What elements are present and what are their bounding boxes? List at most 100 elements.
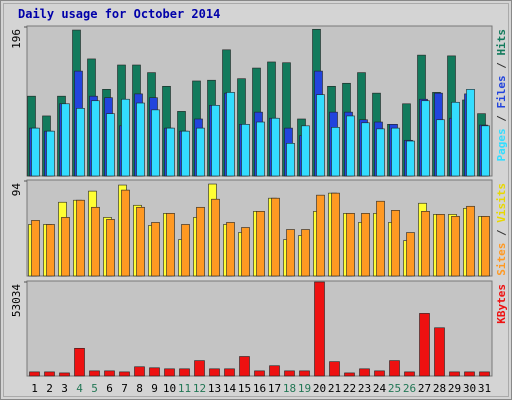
bar bbox=[226, 92, 235, 177]
bar bbox=[226, 222, 235, 277]
bar bbox=[76, 108, 85, 177]
bar bbox=[284, 370, 295, 377]
bar bbox=[76, 199, 85, 277]
bar bbox=[181, 224, 190, 277]
legend-separator: / bbox=[495, 109, 508, 129]
legend-entry: Hits bbox=[495, 29, 508, 56]
bar bbox=[406, 232, 415, 277]
x-tick-label: 19 bbox=[298, 382, 311, 395]
x-tick-label: 3 bbox=[61, 382, 68, 395]
legend-entry: Files bbox=[495, 75, 508, 108]
y-tick-label: 94 bbox=[10, 183, 23, 197]
legend-entry: Pages bbox=[495, 128, 508, 161]
bar bbox=[179, 368, 190, 377]
bar bbox=[286, 143, 295, 177]
x-tick-label: 17 bbox=[268, 382, 281, 395]
bar bbox=[329, 361, 340, 377]
bar bbox=[271, 197, 280, 277]
x-tick-label: 4 bbox=[76, 382, 83, 395]
bar bbox=[376, 200, 385, 277]
bar bbox=[239, 356, 250, 377]
bar bbox=[209, 368, 220, 377]
bar bbox=[344, 372, 355, 377]
bar bbox=[194, 360, 205, 377]
bar bbox=[481, 216, 490, 277]
bar bbox=[271, 117, 280, 177]
x-tick-label: 21 bbox=[328, 382, 341, 395]
bar bbox=[31, 127, 40, 177]
bar bbox=[269, 365, 280, 377]
bar bbox=[391, 210, 400, 277]
x-tick-label: 20 bbox=[313, 382, 326, 395]
x-tick-label: 5 bbox=[91, 382, 98, 395]
bar bbox=[451, 101, 460, 177]
bar bbox=[451, 216, 460, 277]
bar bbox=[151, 109, 160, 177]
bar bbox=[89, 370, 100, 377]
bar bbox=[299, 370, 310, 377]
x-tick-label: 27 bbox=[418, 382, 431, 395]
bar bbox=[46, 224, 55, 277]
bar bbox=[61, 103, 70, 177]
plot-area bbox=[26, 280, 493, 377]
bar bbox=[224, 368, 235, 377]
legend-entry: KBytes bbox=[495, 284, 508, 324]
x-tick-label: 25 bbox=[388, 382, 401, 395]
bar bbox=[466, 205, 475, 277]
bar bbox=[121, 189, 130, 277]
bar bbox=[301, 125, 310, 177]
bar bbox=[29, 371, 40, 377]
legend-separator: / bbox=[495, 223, 508, 243]
bar bbox=[374, 370, 385, 377]
bar bbox=[404, 371, 415, 377]
x-tick-label: 15 bbox=[238, 382, 251, 395]
bar bbox=[61, 217, 70, 277]
x-tick-label: 18 bbox=[283, 382, 296, 395]
bar bbox=[106, 113, 115, 177]
y-tick-label: 53034 bbox=[10, 284, 23, 317]
bar bbox=[181, 130, 190, 177]
x-tick-label: 22 bbox=[343, 382, 356, 395]
bar bbox=[464, 371, 475, 377]
bar bbox=[211, 198, 220, 277]
bar bbox=[241, 124, 250, 177]
legend-entry: Visits bbox=[495, 183, 508, 223]
bar bbox=[466, 89, 475, 177]
bar bbox=[406, 140, 415, 177]
bar bbox=[434, 327, 445, 377]
legend: Pages / Files / Hits bbox=[495, 29, 508, 162]
bar bbox=[91, 206, 100, 277]
x-tick-label: 16 bbox=[253, 382, 266, 395]
bar bbox=[421, 211, 430, 277]
x-tick-label: 13 bbox=[208, 382, 221, 395]
x-tick-label: 24 bbox=[373, 382, 387, 395]
bar bbox=[481, 125, 490, 177]
bar bbox=[164, 368, 175, 377]
bar bbox=[361, 213, 370, 277]
bar bbox=[254, 370, 265, 377]
bar bbox=[376, 128, 385, 177]
bar bbox=[436, 119, 445, 177]
bar bbox=[74, 347, 85, 377]
bar bbox=[421, 100, 430, 177]
bar bbox=[166, 213, 175, 277]
bar bbox=[361, 122, 370, 177]
bar bbox=[121, 98, 130, 177]
bar bbox=[196, 206, 205, 277]
bar bbox=[449, 371, 460, 377]
bar bbox=[91, 100, 100, 177]
bar bbox=[196, 127, 205, 177]
bar bbox=[331, 192, 340, 277]
x-tick-label: 10 bbox=[163, 382, 176, 395]
chart-title: Daily usage for October 2014 bbox=[18, 7, 220, 21]
bar bbox=[436, 214, 445, 277]
bar bbox=[136, 206, 145, 277]
x-tick-label: 29 bbox=[448, 382, 461, 395]
bar bbox=[211, 105, 220, 177]
bar bbox=[346, 115, 355, 177]
bar bbox=[301, 229, 310, 277]
bar bbox=[286, 229, 295, 277]
x-tick-label: 9 bbox=[151, 382, 158, 395]
